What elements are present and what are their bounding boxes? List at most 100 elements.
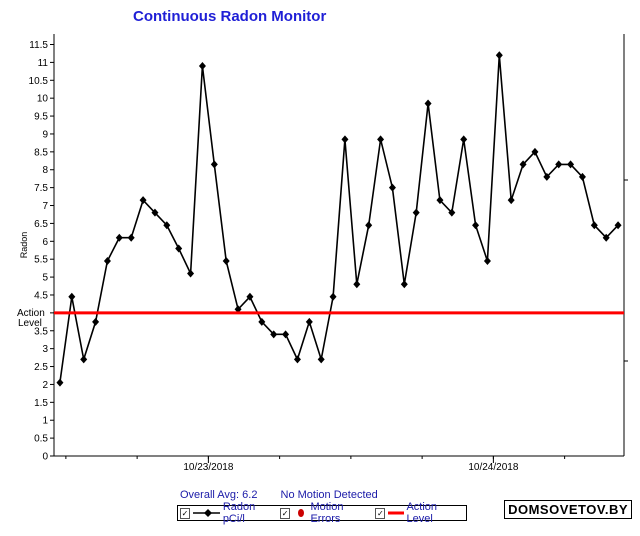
legend-item-radon[interactable]: ✓ Radon pCi/l (180, 501, 274, 525)
radon-data-point (448, 208, 456, 217)
y-tick-label: 8 (42, 165, 48, 176)
radon-data-point (163, 221, 171, 230)
radon-data-point (341, 135, 349, 144)
radon-data-point (103, 256, 111, 265)
x-tick-label: 10/23/2018 (183, 462, 233, 473)
radon-data-point (329, 292, 337, 301)
y-tick-label: 10 (37, 94, 49, 105)
legend-item-action[interactable]: ✓ Action Level (375, 501, 460, 525)
legend-checkbox-radon[interactable]: ✓ (180, 507, 191, 519)
radon-data-point (495, 51, 503, 60)
radon-data-point (234, 305, 242, 314)
radon-data-point (424, 99, 432, 108)
watermark: DOMSOVETOV.BY (504, 500, 632, 519)
y-tick-label: 5.5 (34, 255, 48, 266)
radon-series-line (59, 55, 619, 383)
radon-data-point (305, 317, 313, 326)
radon-data-point (388, 183, 396, 192)
overall-average: Overall Avg: 6.2 (180, 489, 258, 501)
radon-data-point (210, 160, 218, 169)
y-tick-label: 6.5 (34, 219, 48, 230)
action-level-label: Level (18, 318, 42, 329)
legend-checkbox-motion[interactable]: ✓ (280, 507, 291, 519)
radon-data-point (543, 172, 551, 181)
radon-data-point (222, 256, 230, 265)
radon-data-point (483, 256, 491, 265)
radon-data-point (400, 280, 408, 289)
radon-data-point (139, 196, 147, 205)
y-tick-label: 11 (38, 58, 49, 69)
radon-data-point (127, 233, 135, 242)
radon-data-point (187, 269, 195, 278)
radon-data-point (353, 280, 361, 289)
radon-line-icon (193, 509, 220, 517)
legend-label-motion: Motion Errors (310, 501, 344, 525)
y-tick-label: 10.5 (29, 76, 49, 87)
radon-data-point (472, 221, 480, 230)
radon-data-point (80, 355, 88, 364)
action-line-icon (388, 511, 405, 515)
motion-dot-icon (298, 509, 305, 517)
y-tick-label: 1 (42, 416, 48, 427)
y-tick-label: 7.5 (34, 183, 48, 194)
radon-data-point (68, 292, 76, 301)
radon-data-point (293, 355, 301, 364)
y-tick-label: 5 (42, 273, 48, 284)
radon-data-point (92, 317, 100, 326)
motion-status: No Motion Detected (280, 489, 378, 501)
radon-data-point (602, 233, 610, 242)
y-tick-label: 7 (42, 201, 48, 212)
radon-data-point (519, 160, 527, 169)
radon-data-point (246, 292, 254, 301)
y-tick-label: 9.5 (34, 112, 48, 123)
chart-title: Continuous Radon Monitor (133, 8, 327, 25)
summary-line: Overall Avg: 6.2 No Motion Detected (180, 489, 398, 501)
legend-item-motion[interactable]: ✓ Motion Errors (280, 501, 369, 525)
radon-data-point (282, 330, 290, 339)
legend-label-action: Action Level (406, 501, 438, 525)
y-tick-label: 0 (42, 452, 48, 463)
radon-data-point (555, 160, 563, 169)
y-tick-label: 8.5 (34, 147, 48, 158)
radon-data-point (507, 196, 515, 205)
radon-data-point (531, 147, 539, 156)
x-tick-label: 10/24/2018 (468, 462, 518, 473)
y-tick-label: 11.5 (29, 40, 48, 51)
radon-data-point (270, 330, 278, 339)
y-tick-label: 6 (42, 237, 48, 248)
radon-data-point (198, 61, 206, 70)
y-tick-label: 0.5 (34, 434, 48, 445)
y-tick-label: 2.5 (34, 362, 48, 373)
radon-data-point (412, 208, 420, 217)
radon-data-point (115, 233, 123, 242)
legend-label-radon: Radon pCi/l (222, 501, 256, 525)
y-tick-label: 3.5 (34, 326, 48, 337)
radon-series (56, 51, 622, 387)
radon-data-point (365, 221, 373, 230)
y-tick-label: 2 (42, 380, 48, 391)
y-axis-title: Radon (19, 232, 29, 259)
radon-data-point (460, 135, 468, 144)
chart-axes (53, 34, 628, 457)
y-tick-label: 4.5 (34, 290, 48, 301)
y-tick-label: 9 (42, 129, 48, 140)
legend-checkbox-action[interactable]: ✓ (375, 507, 386, 519)
radon-data-point (436, 196, 444, 205)
chart-legend: ✓ Radon pCi/l ✓ Motion Errors ✓ Action L… (177, 501, 467, 525)
radon-data-point (578, 172, 586, 181)
chart-ticks: 00.511.522.533.54.555.566.577.588.599.51… (19, 40, 566, 473)
y-tick-label: 1.5 (34, 398, 48, 409)
radon-data-point (590, 221, 598, 230)
radon-data-point (567, 160, 575, 169)
radon-data-point (317, 355, 325, 364)
radon-data-point (56, 378, 64, 387)
radon-data-point (258, 317, 266, 326)
radon-data-point (151, 208, 159, 217)
action-level-label: Action (17, 308, 45, 319)
radon-data-point (175, 244, 183, 253)
radon-data-point (377, 135, 385, 144)
y-tick-label: 3 (42, 344, 48, 355)
radon-data-point (614, 221, 622, 230)
